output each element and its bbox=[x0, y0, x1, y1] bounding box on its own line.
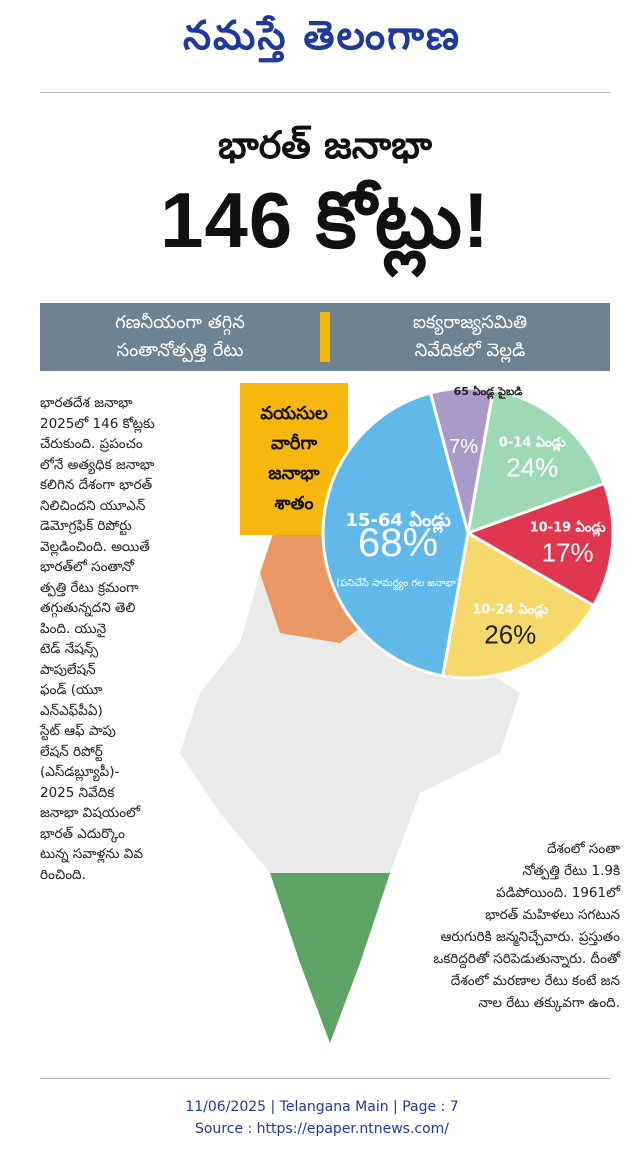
slice-label: 10-24 ఏండ్లు bbox=[472, 602, 549, 620]
pie-slice bbox=[428, 386, 495, 534]
article-line: త్పత్తి రేటు క్రమంగా bbox=[40, 579, 139, 596]
article-line: పింది. యునై bbox=[40, 620, 107, 637]
slice-value: 7% bbox=[449, 436, 478, 458]
strap-right-line2: నివేదికలో వెల్లడి bbox=[414, 340, 526, 361]
pie-slice bbox=[321, 391, 470, 678]
slice-value: 26% bbox=[484, 620, 536, 650]
slice-value: 17% bbox=[542, 538, 594, 568]
article-line: నిలిచిందని యూఎన్ bbox=[40, 497, 146, 514]
news-clipping: భారత్ జనాభా 146 కోట్లు! గణనీయంగా తగ్గిన … bbox=[40, 92, 620, 1079]
article-line: లేషన్ రిపోర్ట్ bbox=[40, 743, 103, 760]
article-line: నోత్పత్తి రేటు 1.9కి bbox=[522, 863, 620, 879]
article-line: నాల రేటు తక్కువగా ఉంది. bbox=[478, 995, 620, 1011]
article-line: భారతదేశ జనాభా bbox=[40, 395, 133, 411]
headline-line1: భారత్ జనాభా bbox=[217, 123, 433, 167]
pie-slice bbox=[441, 530, 596, 680]
article-line: ఫండ్ (యూ bbox=[40, 682, 103, 698]
article-line: టున్న సవాళ్లను వివ bbox=[40, 846, 143, 862]
article-line: చేరుకుంది. ప్రపంచం bbox=[40, 436, 143, 452]
article-line: భారత్ ఎదుర్కొం bbox=[40, 825, 125, 842]
slice-label: 65 ఏండ్ల పైబడి bbox=[454, 385, 524, 400]
strap-divider bbox=[320, 312, 330, 362]
article-line: టెడ్ నేషన్స్ bbox=[40, 641, 99, 657]
slice-note: (పనిచేసే సామర్థ్యం గల జనాభా) bbox=[336, 577, 460, 591]
article-line: పాపులేషన్ bbox=[40, 661, 96, 678]
article-line: ఆరుగురికి జన్మనిచ్చేవారు. ప్రస్తుతం bbox=[440, 929, 620, 945]
headline-line2: 146 కోట్లు! bbox=[160, 176, 490, 264]
article-line: స్టేట్ ఆఫ్ పాపు bbox=[40, 723, 116, 739]
article-line: లోనే అత్యధిక జనాభా bbox=[40, 456, 155, 473]
article-line: వెల్లడించింది. అయితే bbox=[40, 538, 150, 555]
slice-label: 10-19 ఏండ్లు bbox=[530, 520, 607, 538]
article-line: జనాభా విషయంలో bbox=[40, 805, 140, 821]
strap-left: గణనీయంగా తగ్గిన సంతానోత్పత్తి రేటు bbox=[40, 309, 320, 365]
chart-caption-line: జనాభా bbox=[268, 463, 320, 484]
masthead: నమస్తే తెలంగాణ bbox=[0, 0, 644, 80]
article-line: దేశంలో మరణాల రేటు కంటే జన bbox=[450, 973, 620, 989]
article-line: ఒకరిద్దరితో సరిపెడుతున్నారు. దీంతో bbox=[433, 951, 620, 967]
chart-caption-line: వయసుల bbox=[260, 403, 328, 424]
slice-value: 24% bbox=[506, 452, 558, 482]
newspaper-title: నమస్తే తెలంగాణ bbox=[182, 11, 462, 59]
chart-caption-line: శాతం bbox=[274, 493, 314, 514]
article-line: తగ్గుతున్నదని తెలి bbox=[40, 600, 136, 616]
strap-left-line2: సంతానోత్పత్తి రేటు bbox=[116, 340, 244, 361]
footer: 11/06/2025 | Telangana Main | Page : 7 S… bbox=[0, 1096, 644, 1140]
subheading-strap: గణనీయంగా తగ్గిన సంతానోత్పత్తి రేటు ఐక్యర… bbox=[40, 303, 610, 371]
article-line: దేశంలో సంతా bbox=[546, 841, 620, 857]
article-line: డెమోగ్రఫిక్ రిపోర్టు bbox=[40, 518, 132, 534]
article-line: 2025లో 146 కోట్లకు bbox=[40, 415, 155, 432]
strap-left-line1: గణనీయంగా తగ్గిన bbox=[115, 312, 245, 333]
footer-date-line: 11/06/2025 | Telangana Main | Page : 7 bbox=[185, 1099, 459, 1115]
article-left-column: భారతదేశ జనాభా 2025లో 146 కోట్లకు చేరుకుంది… bbox=[40, 393, 226, 885]
article-line: భారత్‌లో సంతానో bbox=[40, 559, 134, 575]
pie-slice bbox=[464, 481, 615, 608]
article-line: రించింది. bbox=[40, 866, 86, 883]
article-line: కలిగిన దేశంగా భారత్ bbox=[40, 477, 153, 493]
article-line: 2025 నివేదిక bbox=[40, 784, 115, 801]
slice-label: 0-14 ఏండ్లు bbox=[499, 434, 567, 452]
pie-slice bbox=[466, 388, 607, 536]
slice-label: 15-64 ఏండ్లు bbox=[345, 510, 450, 534]
article-right-column: దేశంలో సంతా నోత్పత్తి రేటు 1.9కి పడిపోయింద… bbox=[358, 838, 620, 1014]
article-line: ఎన్‌ఎఫ్‌పీఏ) bbox=[40, 702, 103, 719]
article-line: భారత్ మహిళలు సగటున bbox=[485, 907, 620, 923]
age-pie-chart: 0-14 ఏండ్లు24% 10-19 ఏండ్లు17% 10-24 ఏండ్ల… bbox=[321, 385, 615, 680]
strap-right-line1: ఐక్యరాజ్యసమితి bbox=[412, 312, 528, 333]
footer-source-line: Source : https://epaper.ntnews.com/ bbox=[194, 1121, 450, 1137]
article-line: (ఎస్‌డబ్ల్యూపీ)- bbox=[40, 764, 120, 780]
strap-right: ఐక్యరాజ్యసమితి నివేదికలో వెల్లడి bbox=[330, 309, 610, 365]
chart-caption-line: వారీగా bbox=[270, 433, 318, 454]
slice-value: 68% bbox=[358, 521, 438, 565]
article-line: పడిపోయింది. 1961లో bbox=[496, 885, 620, 901]
